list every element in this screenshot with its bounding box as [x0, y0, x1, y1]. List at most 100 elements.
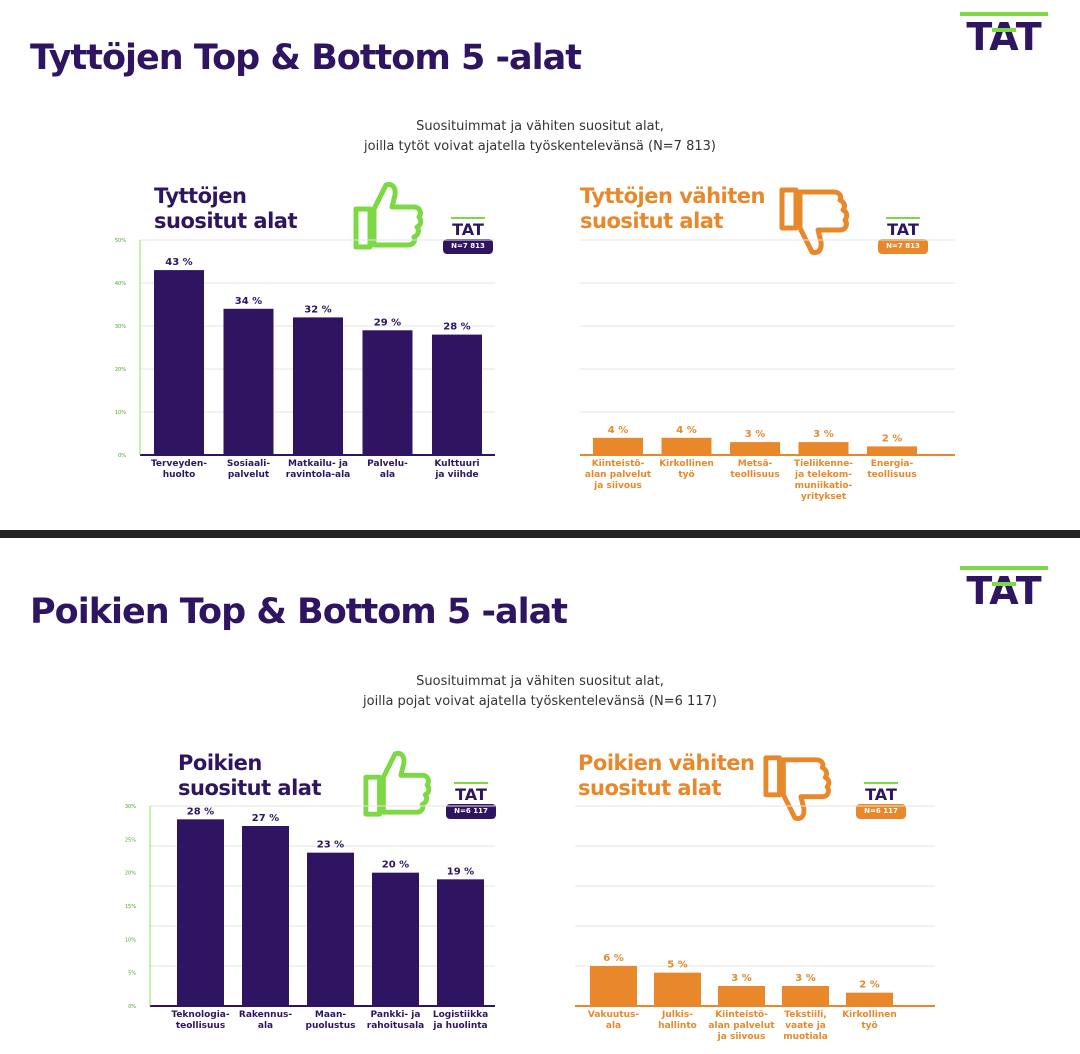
category-label: Energia- teollisuus	[867, 459, 917, 480]
y-tick-label: 10%	[125, 937, 136, 943]
data-label: 2 %	[882, 433, 902, 444]
mini-logo-badge: TAT N=6 117	[856, 781, 906, 821]
bar	[307, 852, 354, 1006]
y-tick-label: 25%	[125, 837, 136, 843]
bar	[177, 819, 224, 1006]
category-label: Kirkollinen työ	[659, 459, 714, 480]
bar	[432, 334, 482, 455]
data-label: 23 %	[317, 840, 344, 851]
bar	[437, 879, 484, 1006]
tat-logo-text: TAT	[455, 785, 487, 803]
slide-title: Poikien Top & Bottom 5 -alat	[30, 592, 568, 632]
tat-logo: TAT	[960, 566, 1048, 608]
bar	[654, 972, 701, 1006]
y-tick-label: 40%	[115, 281, 126, 287]
thumbs-up-icon	[363, 751, 432, 817]
category-label: Julkis- hallinto	[658, 1010, 697, 1031]
chart-girls-least-popular: 4 % 4 % 3 % 3 % 2 %	[580, 239, 955, 456]
slide-subtitle: Suosituimmat ja vähiten suositut alat, j…	[300, 672, 780, 712]
chart-title-line: Tyttöjen vähiten	[580, 184, 765, 208]
bar	[782, 986, 829, 1006]
bar	[846, 992, 893, 1006]
category-label: Tekstiili, vaate ja muotiala	[783, 1010, 828, 1042]
data-label: 28 %	[443, 322, 470, 333]
bar	[242, 826, 289, 1006]
data-label: 6 %	[603, 953, 623, 964]
category-label: Terveyden- huolto	[150, 459, 207, 480]
boys-slide: TAT Poikien Top & Bottom 5 -alat Suositu…	[0, 538, 1080, 1054]
data-label: 3 %	[813, 429, 833, 440]
bar	[223, 308, 274, 455]
category-label: Teknologia- teollisuus	[171, 1010, 230, 1031]
mini-logo-badge: TAT N=6 117	[446, 781, 496, 821]
bar	[798, 442, 849, 455]
category-label: Palvelu- ala	[367, 459, 408, 480]
tat-logo-text: TAT	[452, 220, 484, 238]
chart-boys-least-popular: 6 % 5 % 3 % 3 % 2 %	[575, 805, 935, 1007]
y-tick-label: 5%	[128, 971, 136, 977]
data-label: 34 %	[235, 296, 262, 307]
category-label: Logistiikka ja huolinta	[432, 1010, 489, 1031]
category-label: Sosiaali- palvelut	[226, 459, 271, 480]
sample-size-badge: N=6 117	[446, 804, 496, 819]
category-label: Kulttuuri ja viihde	[434, 459, 480, 480]
chart-title-line: Tyttöjen	[154, 184, 247, 208]
data-label: 5 %	[667, 960, 687, 971]
data-label: 3 %	[795, 973, 815, 984]
thumbs-down-icon	[779, 187, 850, 255]
category-label: Maan- puolustus	[305, 1010, 356, 1031]
subtitle-line: joilla pojat voivat ajatella työskentele…	[363, 694, 717, 709]
data-label: 29 %	[374, 317, 401, 328]
chart-title: Tyttöjen vähiten suositut alat	[580, 184, 765, 234]
bar	[593, 437, 643, 455]
category-label: Kirkollinen työ	[842, 1010, 897, 1031]
category-label: Metsä- teollisuus	[730, 459, 780, 480]
category-label: Vakuutus- ala	[587, 1010, 640, 1031]
bar	[154, 270, 204, 455]
chart-title: Tyttöjen suositut alat	[154, 184, 298, 234]
slide-title: Tyttöjen Top & Bottom 5 -alat	[30, 38, 582, 78]
bar	[293, 317, 343, 455]
chart-boys-popular: 0% 5% 10% 15% 20% 25% 30% 28 % 27 % 23 % 20 % 19 %	[125, 804, 495, 1010]
category-label: Pankki- ja rahoitusala	[366, 1010, 425, 1031]
subtitle-line: Suosituimmat ja vähiten suositut alat,	[416, 119, 664, 134]
category-label: Rakennus- ala	[238, 1010, 293, 1031]
y-tick-label: 10%	[115, 410, 126, 416]
y-tick-label: 20%	[125, 871, 136, 877]
y-tick-label: 50%	[115, 238, 126, 244]
bar	[867, 446, 917, 455]
tat-logo: TAT	[960, 12, 1048, 54]
bar	[718, 986, 765, 1006]
data-label: 3 %	[731, 973, 751, 984]
chart-title-line: suositut alat	[154, 209, 298, 233]
panel-divider	[0, 530, 1080, 538]
data-label: 28 %	[187, 806, 214, 817]
chart-title-line: suositut alat	[578, 776, 722, 800]
category-label: Kiinteistö- alan palvelut ja siivous	[584, 459, 652, 491]
y-tick-label: 30%	[115, 324, 126, 330]
data-label: 3 %	[745, 429, 765, 440]
y-tick-label: 15%	[125, 904, 136, 910]
chart-title-line: Poikien	[178, 751, 262, 775]
tat-mini-logo: TAT	[886, 217, 920, 239]
bar	[372, 872, 419, 1006]
sample-size-badge: N=6 117	[856, 804, 906, 819]
category-label: Kiinteistö- alan palvelut ja siivous	[708, 1010, 775, 1042]
y-tick-label: 30%	[125, 804, 136, 810]
data-label: 32 %	[304, 304, 331, 315]
category-label: Tieliikenne- ja telekom- muniikatio- yri…	[793, 459, 854, 502]
tat-mini-logo: TAT	[454, 782, 488, 804]
y-tick-label: 20%	[115, 367, 126, 373]
data-label: 19 %	[447, 866, 474, 877]
chart-title: Poikien suositut alat	[178, 751, 322, 801]
tat-mini-logo: TAT	[451, 217, 485, 239]
y-tick-label: 0%	[128, 1004, 136, 1010]
tat-mini-logo: TAT	[864, 782, 898, 804]
bar	[362, 330, 413, 455]
data-label: 4 %	[676, 425, 696, 436]
bar	[590, 966, 637, 1006]
data-label: 27 %	[252, 813, 279, 824]
data-label: 20 %	[382, 860, 409, 871]
bar	[730, 442, 780, 455]
tat-logo-text: TAT	[887, 220, 919, 238]
